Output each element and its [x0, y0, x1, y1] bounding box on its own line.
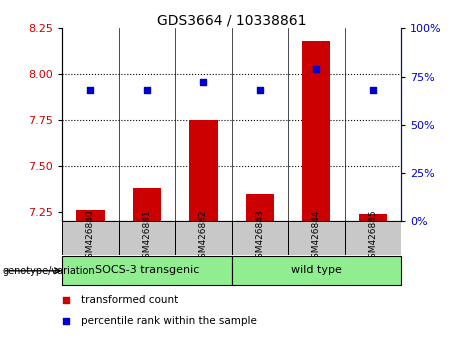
Point: [369, 87, 377, 93]
Point: [143, 87, 151, 93]
Bar: [359, 214, 387, 221]
Bar: [77, 210, 105, 221]
Point: [256, 87, 264, 93]
Text: GSM426843: GSM426843: [255, 209, 265, 264]
Point: [200, 80, 207, 85]
Bar: [133, 188, 161, 221]
Text: GSM426845: GSM426845: [368, 209, 378, 264]
Text: percentile rank within the sample: percentile rank within the sample: [81, 316, 257, 326]
Bar: [62, 221, 118, 255]
Text: GSM426842: GSM426842: [199, 209, 208, 264]
Bar: [189, 120, 218, 221]
Text: GSM426840: GSM426840: [86, 209, 95, 264]
Bar: [231, 256, 401, 285]
Bar: [344, 221, 401, 255]
Point: [87, 87, 94, 93]
Bar: [118, 221, 175, 255]
Text: genotype/variation: genotype/variation: [2, 266, 95, 276]
Bar: [288, 221, 344, 255]
Text: GSM426841: GSM426841: [142, 209, 152, 264]
Text: SOCS-3 transgenic: SOCS-3 transgenic: [95, 265, 199, 275]
Bar: [62, 256, 231, 285]
Point: [62, 297, 69, 303]
Text: wild type: wild type: [291, 265, 342, 275]
Title: GDS3664 / 10338861: GDS3664 / 10338861: [157, 13, 307, 27]
Text: transformed count: transformed count: [81, 295, 178, 305]
Bar: [302, 41, 331, 221]
Point: [313, 66, 320, 72]
Bar: [175, 221, 231, 255]
Bar: [231, 221, 288, 255]
Point: [62, 318, 69, 324]
Text: GSM426844: GSM426844: [312, 209, 321, 264]
Bar: [246, 194, 274, 221]
